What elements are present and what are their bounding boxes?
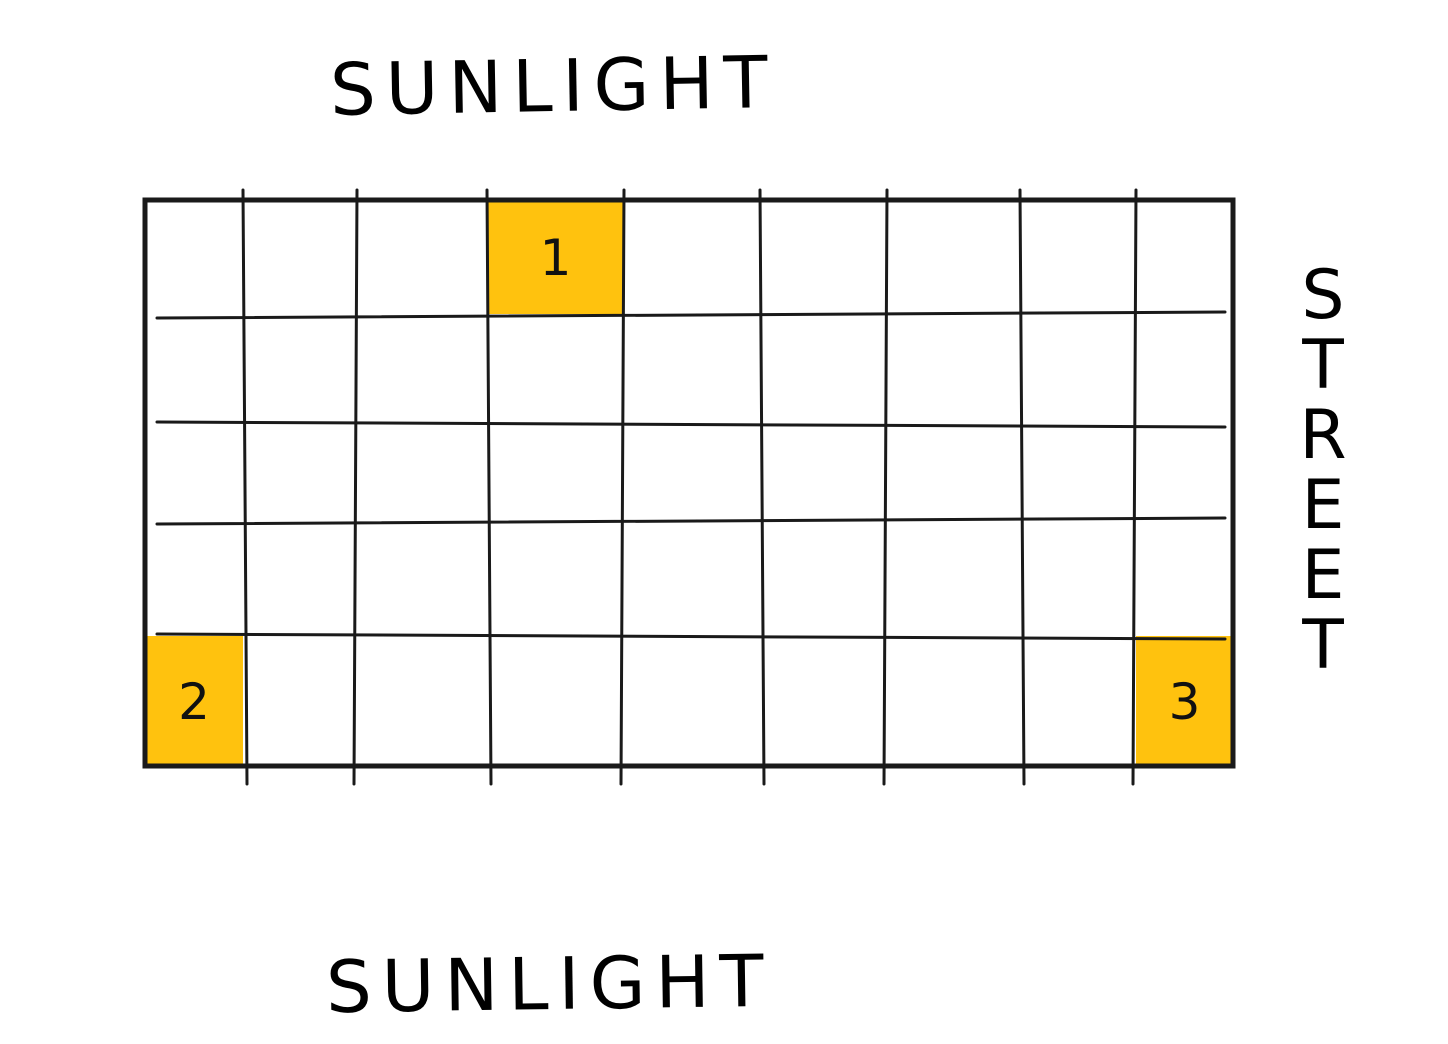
cell-numbers: 1 2 3: [178, 229, 1200, 731]
grid-column-line: [619, 188, 626, 786]
grid-column-line: [882, 188, 889, 786]
cell-number-1: 1: [540, 229, 572, 287]
grid-row-line: [155, 420, 1227, 429]
grid-column-line: [1131, 188, 1138, 786]
highlighted-cells: [145, 200, 1233, 766]
grid-column-line: [485, 188, 493, 786]
grid-row-line: [155, 632, 1227, 641]
grid-lines: [155, 188, 1227, 786]
grid-row-line: [155, 516, 1227, 526]
grid-border: [142, 197, 1236, 769]
grid-column-line: [241, 188, 249, 786]
grid-row-line: [155, 310, 1227, 320]
grid-column-line: [1018, 188, 1026, 786]
grid-column-line: [758, 188, 766, 786]
sunlight-bottom-label: SUNLIGHT: [325, 938, 775, 1030]
highlighted-cell-1: [487, 200, 624, 314]
cell-number-3: 3: [1169, 673, 1201, 731]
cell-number-2: 2: [178, 673, 210, 731]
highlighted-cell-3: [1136, 636, 1233, 766]
grid-column-line: [352, 188, 359, 786]
highlighted-cell-2: [145, 636, 243, 766]
